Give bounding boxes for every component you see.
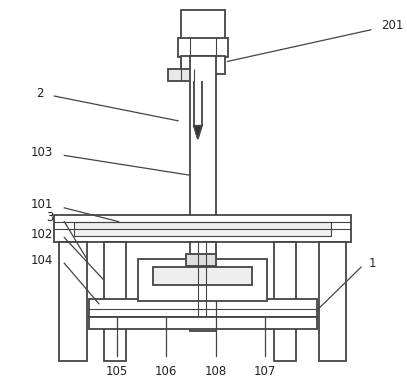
Text: 3: 3: [46, 211, 53, 224]
Text: 103: 103: [31, 146, 53, 159]
Text: 108: 108: [204, 365, 227, 378]
Polygon shape: [194, 126, 202, 139]
Text: 201: 201: [381, 19, 403, 32]
Text: 107: 107: [254, 365, 276, 378]
Bar: [89, 299, 317, 317]
Bar: [89, 317, 317, 328]
Bar: [181, 56, 225, 74]
Bar: [104, 242, 126, 361]
Bar: [168, 69, 198, 81]
Bar: [190, 242, 216, 332]
Text: 102: 102: [31, 228, 53, 241]
Bar: [189, 40, 202, 47]
Bar: [319, 242, 346, 361]
Bar: [274, 242, 296, 361]
Text: 101: 101: [31, 198, 53, 212]
Text: 104: 104: [31, 254, 53, 267]
Bar: [194, 65, 206, 81]
Bar: [181, 10, 225, 40]
Text: 2: 2: [36, 86, 44, 100]
Bar: [55, 215, 351, 242]
Bar: [153, 267, 252, 285]
Bar: [74, 222, 331, 235]
Bar: [178, 38, 228, 58]
Bar: [138, 259, 267, 301]
Text: 105: 105: [105, 365, 128, 378]
Bar: [186, 254, 216, 266]
Text: 1: 1: [369, 257, 376, 270]
Text: 106: 106: [155, 365, 177, 378]
Bar: [190, 56, 216, 230]
Bar: [59, 242, 87, 361]
